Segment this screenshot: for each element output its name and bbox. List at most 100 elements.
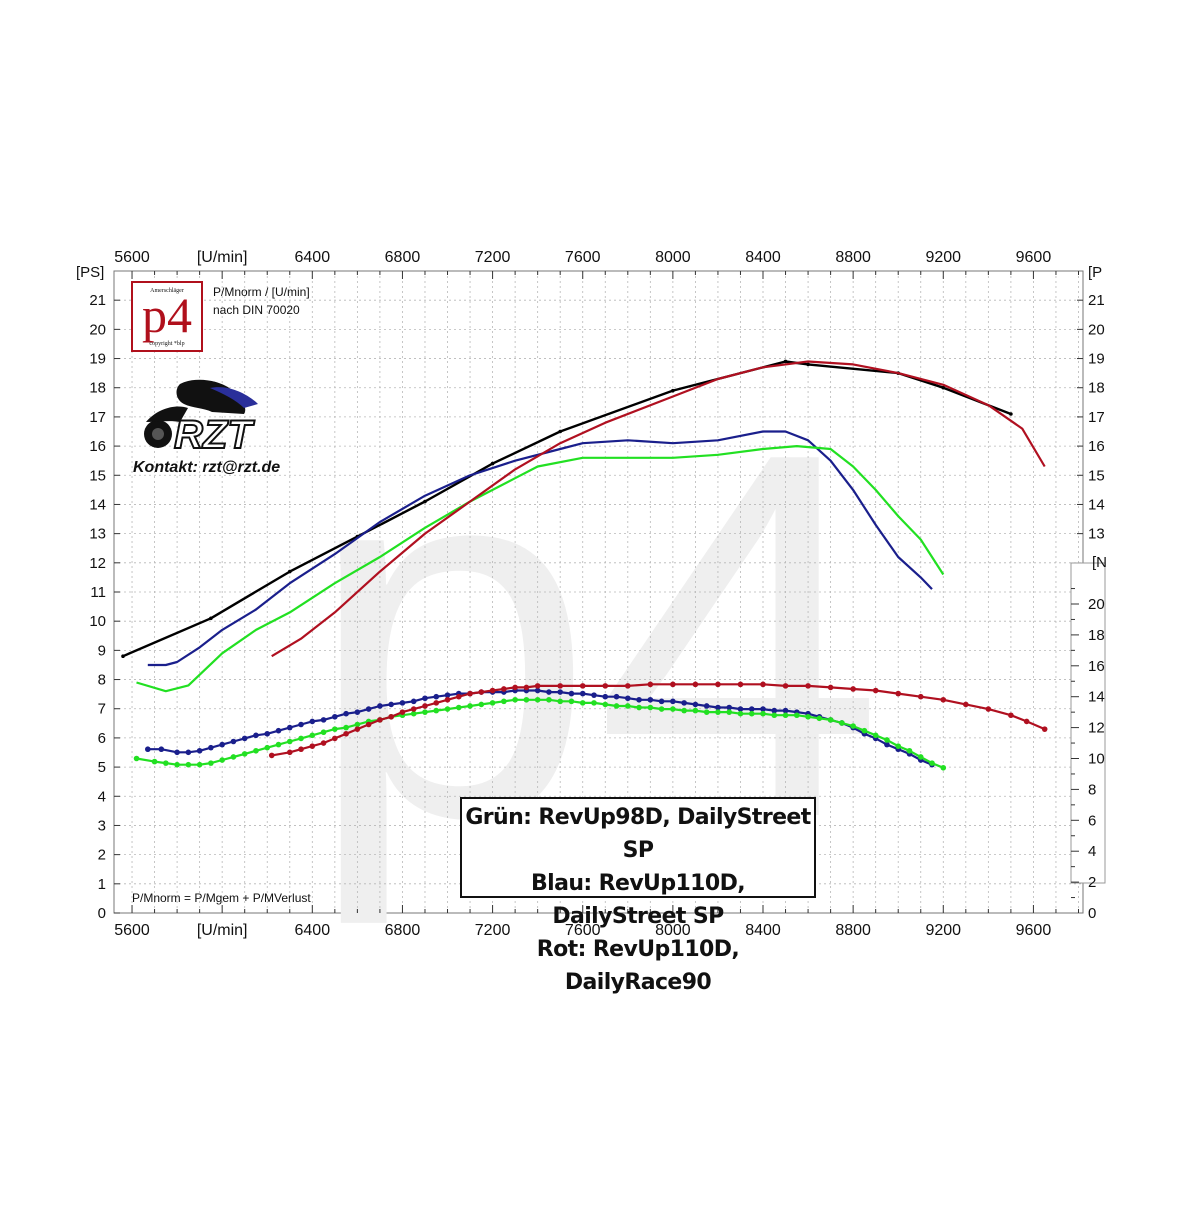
formula-text: P/Mnorm = P/Mgem + P/MVerlust <box>132 891 311 905</box>
y-tick-label-left: 19 <box>89 351 106 368</box>
series-point-4 <box>365 706 372 712</box>
y-tick-label-left: 2 <box>98 847 106 864</box>
series-point-4 <box>681 700 687 706</box>
series-point-5 <box>309 732 316 739</box>
series-line-power-2 <box>136 445 945 693</box>
series-point-6 <box>985 706 992 712</box>
logo-main-text: p4 <box>142 287 192 343</box>
legend-blue: Blau: RevUp110D, DailyStreet SP <box>530 871 746 929</box>
series-point-4 <box>219 741 225 748</box>
series-point-5 <box>692 707 699 714</box>
x-tick-label-top: 7600 <box>565 249 601 266</box>
y-tick-label-left: 9 <box>98 642 106 659</box>
series-point-6 <box>647 681 654 688</box>
series-point-5 <box>737 710 744 717</box>
series-point-4 <box>737 706 744 712</box>
x-tick-label-top: 8400 <box>745 249 781 266</box>
torque-tick-label: 16 <box>1088 658 1105 675</box>
series-point-6 <box>670 681 676 688</box>
series-point-5 <box>410 710 417 717</box>
y-unit-label-left: [PS] <box>76 264 104 281</box>
torque-tick-label: 2 <box>1088 874 1096 891</box>
series-point-4 <box>388 701 394 708</box>
series-point-4 <box>624 695 631 702</box>
series-point-4 <box>782 707 789 714</box>
series-point-5 <box>467 703 473 709</box>
x-tick-label-bottom: 8400 <box>745 922 781 939</box>
series-point-5 <box>602 701 609 708</box>
y-tick-label-left: 13 <box>89 526 106 543</box>
series-point-5 <box>861 727 868 734</box>
x-tick-label-bottom: 9200 <box>925 922 961 939</box>
series-point-5 <box>354 721 361 728</box>
series-point-5 <box>501 698 507 705</box>
y-tick-label-left: 7 <box>98 701 106 718</box>
series-point-5 <box>208 760 214 766</box>
series-point-4 <box>399 700 406 706</box>
series-point-5 <box>264 744 271 751</box>
series-point-5 <box>658 706 665 712</box>
series-point-6 <box>827 684 834 691</box>
series-point-4 <box>715 704 721 711</box>
series-point-4 <box>422 695 428 702</box>
series-point-4 <box>884 741 890 748</box>
series-point-6 <box>501 686 507 692</box>
x-unit-label-top: [U/min] <box>197 249 248 266</box>
series-point-6 <box>444 696 451 703</box>
series-point-6 <box>782 683 789 689</box>
series-point-0 <box>209 616 213 621</box>
series-point-5 <box>343 724 349 731</box>
series-point-5 <box>151 758 158 765</box>
x-tick-label-top: 5600 <box>114 249 150 266</box>
series-point-5 <box>320 729 327 736</box>
series-point-6 <box>320 740 327 746</box>
x-tick-label-bottom: 6400 <box>295 922 331 939</box>
series-point-4 <box>557 689 563 695</box>
x-tick-label-bottom: 8800 <box>835 922 871 939</box>
series-point-4 <box>264 730 271 737</box>
series-point-6 <box>410 706 417 712</box>
series-point-0 <box>558 429 562 434</box>
series-point-5 <box>816 715 823 722</box>
series-point-4 <box>286 724 293 731</box>
series-point-5 <box>185 761 192 768</box>
series-point-5 <box>726 709 733 715</box>
series-point-4 <box>760 706 766 712</box>
series-point-5 <box>241 751 248 757</box>
series-point-6 <box>268 752 275 759</box>
series-point-6 <box>455 693 462 700</box>
series-line-torque-4 <box>147 689 933 766</box>
series-point-4 <box>343 710 349 717</box>
series-point-4 <box>320 717 327 723</box>
x-tick-label-top: 9600 <box>1016 249 1052 266</box>
y-unit-label-right-top: [P <box>1088 264 1102 281</box>
series-point-6 <box>365 721 372 728</box>
y-tick-label-left: 3 <box>98 817 106 834</box>
series-point-6 <box>1008 712 1014 719</box>
series-point-5 <box>196 761 203 768</box>
y-tick-label-left: 21 <box>89 292 106 309</box>
legend-red: Rot: RevUp110D, DailyRace90 <box>536 937 740 995</box>
series-point-0 <box>121 654 125 658</box>
series-point-6 <box>805 683 811 689</box>
y-tick-label-left: 0 <box>98 905 106 922</box>
series-point-6 <box>399 709 406 715</box>
p4-logo: Amerschläger p4 copyright *blp <box>131 281 203 352</box>
series-point-5 <box>253 747 259 754</box>
series-point-6 <box>895 690 902 697</box>
series-point-5 <box>703 709 710 715</box>
series-point-6 <box>343 730 349 737</box>
y-tick-label-left: 5 <box>98 759 106 776</box>
series-point-6 <box>557 683 563 689</box>
series-point-0 <box>490 461 495 466</box>
series-point-6 <box>309 743 316 749</box>
series-point-6 <box>286 749 293 756</box>
series-point-4 <box>658 698 665 705</box>
series-point-4 <box>298 721 304 728</box>
x-tick-label-bottom: 7600 <box>565 922 601 939</box>
series-point-5 <box>805 713 811 720</box>
series-point-4 <box>748 706 755 712</box>
series-point-0 <box>1009 412 1013 416</box>
series-point-4 <box>670 698 676 705</box>
